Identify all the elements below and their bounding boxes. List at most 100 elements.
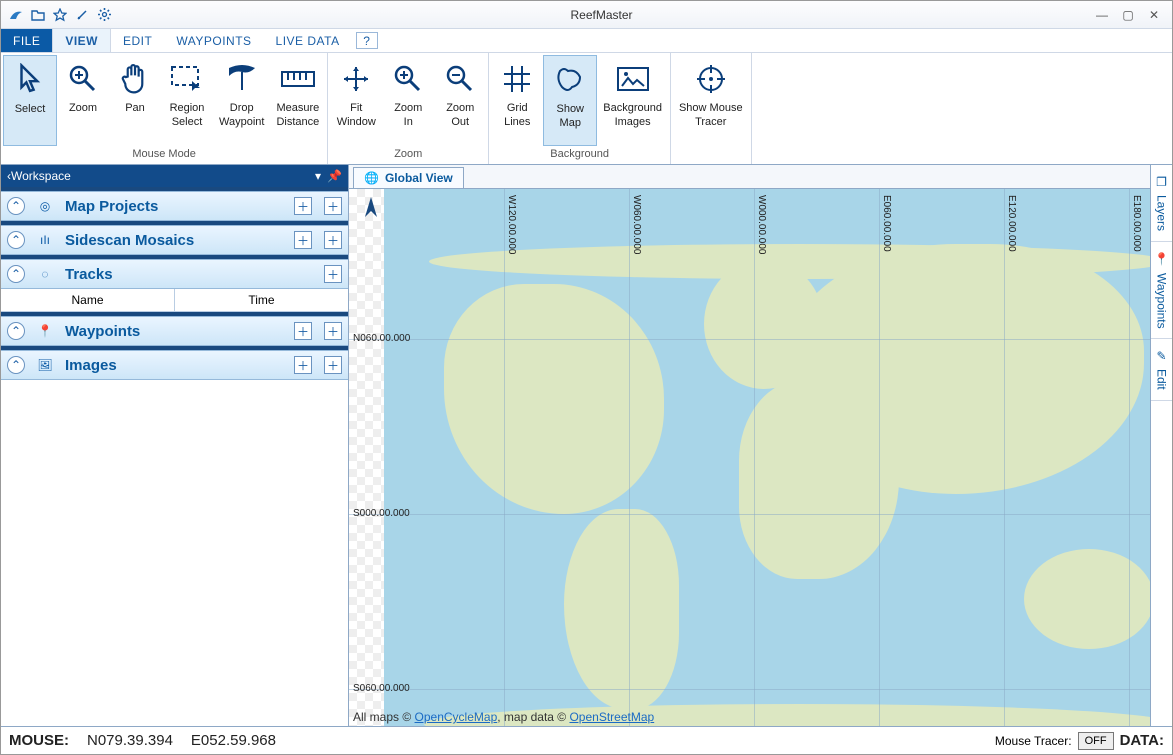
ribbon: Select Zoom Pan Region Select Drop Waypo… [1, 53, 1172, 165]
menu-waypoints[interactable]: WAYPOINTS [164, 29, 263, 52]
collapse-icon[interactable]: ⌃ [7, 231, 25, 249]
grid-line-vertical [1004, 189, 1005, 726]
tab-global-view[interactable]: 🌐 Global View [353, 167, 464, 188]
collapse-icon[interactable]: ⌃ [7, 322, 25, 340]
status-mouse-label: MOUSE: [9, 732, 69, 749]
tool-drop-waypoint[interactable]: Drop Waypoint [213, 55, 270, 146]
layers-icon: ❐ [1155, 175, 1169, 189]
tool-select-label: Select [15, 100, 46, 116]
menu-livedata[interactable]: LIVE DATA [264, 29, 352, 52]
tool-region-select[interactable]: Region Select [161, 55, 213, 146]
satellite-icon[interactable] [73, 6, 91, 24]
rtab-edit[interactable]: ✎ Edit [1151, 339, 1172, 401]
workspace-header[interactable]: ‹ Workspace ▾📌 [1, 165, 348, 187]
ws-label-images: Images [65, 357, 282, 374]
maximize-button[interactable]: ▢ [1116, 5, 1140, 25]
landmass [1024, 549, 1150, 649]
tool-pan[interactable]: Pan [109, 55, 161, 146]
pencil-icon: ✎ [1155, 349, 1169, 363]
landmass [564, 509, 679, 709]
tool-mouse-tracer[interactable]: Show Mouse Tracer [673, 55, 749, 158]
add-icon[interactable]: ＋ [324, 197, 342, 215]
ribbon-group-background: Grid Lines Show Map Background Images Ba… [489, 53, 671, 164]
add-icon[interactable]: ＋ [324, 322, 342, 340]
grid-label-lon: E060.00.000 [881, 195, 892, 252]
add-icon[interactable]: ＋ [294, 322, 312, 340]
tool-zoom-out[interactable]: Zoom Out [434, 55, 486, 146]
star-icon[interactable] [51, 6, 69, 24]
ws-section-sidescan: ⌃ ıIı Sidescan Mosaics ＋ ＋ [1, 221, 348, 255]
tool-zout-label: Zoom Out [446, 99, 474, 129]
ws-label-sidescan: Sidescan Mosaics [65, 232, 282, 249]
add-icon[interactable]: ＋ [294, 231, 312, 249]
menu-edit[interactable]: EDIT [111, 29, 164, 52]
tool-show-map[interactable]: Show Map [543, 55, 597, 146]
main-row: ‹ Workspace ▾📌 ⌃ ◎ Map Projects ＋ ＋ ⌃ ıI… [1, 165, 1172, 726]
ws-row-tracks[interactable]: ⌃ ◌ Tracks ＋ [1, 259, 348, 289]
close-button[interactable]: ✕ [1142, 5, 1166, 25]
tab-label: Global View [385, 171, 453, 185]
ws-row-waypoints[interactable]: ⌃ 📍 Waypoints ＋ ＋ [1, 316, 348, 346]
rtab-label: Layers [1155, 195, 1169, 231]
col-name[interactable]: Name [1, 289, 175, 311]
grid-label-lon: E120.00.000 [1006, 195, 1017, 252]
collapse-icon[interactable]: ⌃ [7, 197, 25, 215]
attr-text: All maps © [353, 710, 415, 724]
ws-row-images[interactable]: ⌃ 🖼 Images ＋ ＋ [1, 350, 348, 380]
grid-label-lon: W060.00.000 [631, 195, 642, 255]
tool-zoom-in[interactable]: Zoom In [382, 55, 434, 146]
add-icon[interactable]: ＋ [324, 231, 342, 249]
rtab-waypoints[interactable]: 📍Waypoints [1151, 242, 1172, 339]
globe-icon: 🌐 [364, 171, 379, 185]
link-openstreetmap[interactable]: OpenStreetMap [569, 710, 654, 724]
collapse-icon[interactable]: ⌃ [7, 356, 25, 374]
ws-row-sidescan[interactable]: ⌃ ıIı Sidescan Mosaics ＋ ＋ [1, 225, 348, 255]
link-opencyclemap[interactable]: OpenCycleMap [415, 710, 498, 724]
dropdown-icon[interactable]: ▾ [315, 169, 321, 183]
tool-zoom[interactable]: Zoom [57, 55, 109, 146]
tool-grid-lines[interactable]: Grid Lines [491, 55, 543, 146]
rtab-layers[interactable]: ❐ Layers [1151, 165, 1172, 242]
col-time[interactable]: Time [175, 289, 348, 311]
add-icon[interactable]: ＋ [324, 265, 342, 283]
pushpin-icon: 📍 [35, 324, 55, 338]
map-canvas[interactable]: W120.00.000W060.00.000W000.00.000E060.00… [349, 189, 1150, 726]
workspace-title: Workspace [11, 169, 71, 183]
tool-fit-window[interactable]: Fit Window [330, 55, 382, 146]
pin-icon[interactable]: 📌 [327, 169, 342, 183]
app-icon [7, 6, 25, 24]
menubar: FILE VIEW EDIT WAYPOINTS LIVE DATA ? [1, 29, 1172, 53]
tool-bg-images[interactable]: Background Images [597, 55, 668, 146]
tool-pan-label: Pan [125, 99, 145, 115]
rtab-label: Edit [1155, 369, 1169, 390]
ribbon-caption-background: Background [491, 146, 668, 164]
grid-label-lat: S060.00.000 [353, 683, 410, 694]
add-icon[interactable]: ＋ [294, 197, 312, 215]
tool-measure[interactable]: Measure Distance [270, 55, 325, 146]
grid-label-lon: E180.00.000 [1131, 195, 1142, 252]
add-icon[interactable]: ＋ [324, 356, 342, 374]
tool-fit-label: Fit Window [337, 99, 376, 129]
menu-file[interactable]: FILE [1, 29, 52, 52]
tool-bgimg-label: Background Images [603, 99, 662, 129]
collapse-icon[interactable]: ⌃ [7, 265, 25, 283]
sonar-icon: ıIı [35, 233, 55, 247]
ws-section-tracks: ⌃ ◌ Tracks ＋ Name Time [1, 255, 348, 312]
tool-tracer-label: Show Mouse Tracer [679, 99, 743, 129]
help-button[interactable]: ? [356, 32, 378, 49]
minimize-button[interactable]: — [1090, 5, 1114, 25]
tool-zin-label: Zoom In [394, 99, 422, 129]
menu-view[interactable]: VIEW [52, 29, 111, 52]
ws-section-images: ⌃ 🖼 Images ＋ ＋ [1, 346, 348, 380]
mouse-tracer-toggle[interactable]: OFF [1078, 732, 1114, 750]
folder-icon[interactable] [29, 6, 47, 24]
titlebar: ReefMaster — ▢ ✕ [1, 1, 1172, 29]
window-buttons: — ▢ ✕ [1090, 5, 1166, 25]
status-bar: MOUSE: N079.39.394 E052.59.968 Mouse Tra… [1, 726, 1172, 754]
add-icon[interactable]: ＋ [294, 356, 312, 374]
gear-icon[interactable] [95, 6, 113, 24]
tool-select[interactable]: Select [3, 55, 57, 146]
grid-line-horizontal [349, 514, 1150, 515]
ribbon-caption-mousemode: Mouse Mode [3, 146, 325, 164]
ws-row-map-projects[interactable]: ⌃ ◎ Map Projects ＋ ＋ [1, 191, 348, 221]
